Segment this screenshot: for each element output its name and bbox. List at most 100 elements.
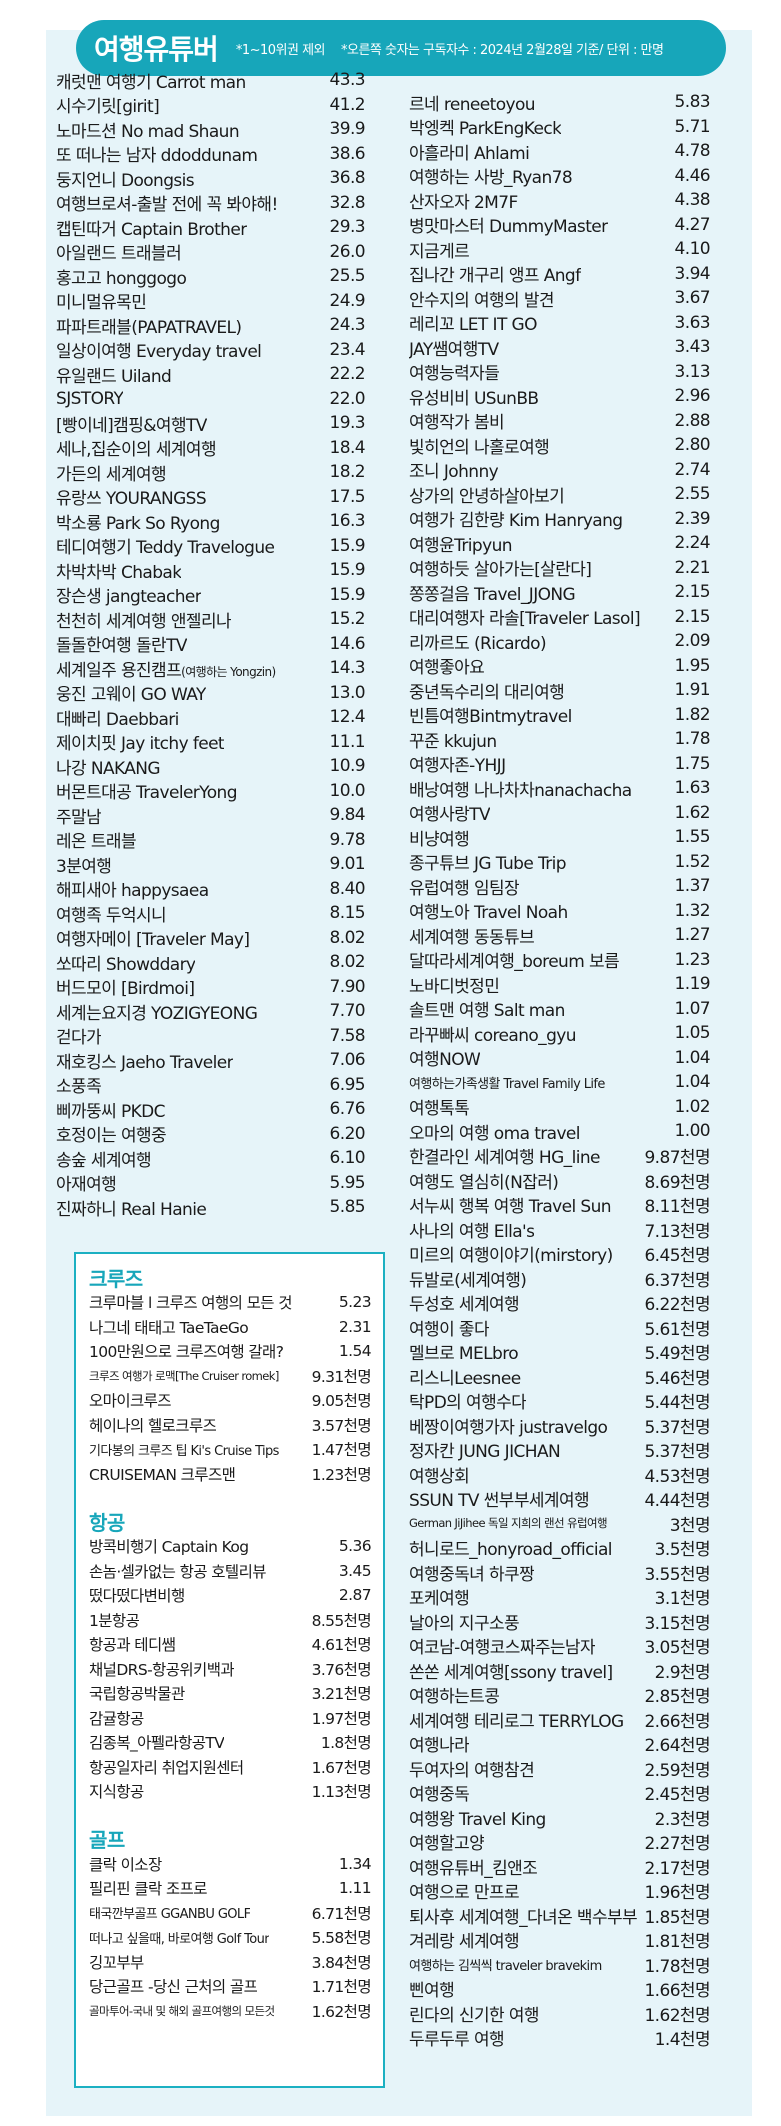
subscriber-count: 32.8 xyxy=(329,192,366,213)
subscriber-count: 2.55 xyxy=(674,484,711,505)
channel-name: 당근골프 -당신 근처의 골프 xyxy=(89,1975,257,1997)
channel-name-text: 쫑쫑걸음 Travel_JJONG xyxy=(409,584,576,605)
channel-name: 여행노아 Travel Noah xyxy=(409,898,568,923)
subscriber-count: 2.80 xyxy=(674,435,711,456)
list-item: 여행노아 Travel Noah 1.32 xyxy=(409,898,711,924)
channel-name: 리스니Leesnee xyxy=(409,1364,521,1389)
channel-name: 대빠리 Daebbari xyxy=(56,705,179,730)
channel-name-text: SSUN TV 썬부부세계여행 xyxy=(409,1491,590,1512)
channel-name-text: 여행하는 사방_Ryan78 xyxy=(409,168,573,189)
subscriber-count: 1.75 xyxy=(674,753,711,774)
channel-name-text: 안수지의 여행의 발견 xyxy=(409,290,554,311)
list-item: 한결라인 세계여행 HG_line 9.87천명 xyxy=(409,1143,711,1168)
channel-name-text: 허니로드_honyroad_official xyxy=(409,1540,612,1561)
channel-name: SJSTORY xyxy=(56,389,123,409)
list-item: 여행자메이 [Traveler May] 8.02 xyxy=(56,925,366,951)
channel-name-text: 필리핀 클락 조프로 xyxy=(89,1880,207,1899)
channel-name: 삔여행 xyxy=(409,1976,454,2001)
channel-name-text: 쏜쏜 세계여행[ssony travel] xyxy=(409,1662,613,1683)
subscriber-count: 1.95 xyxy=(674,655,711,676)
channel-name-text: 홍고고 honggogo xyxy=(56,268,187,289)
subscriber-count: 1.52 xyxy=(674,851,711,872)
channel-name-text: 종구튜브 JG Tube Trip xyxy=(409,854,566,875)
subscriber-count: 3.45 xyxy=(338,1561,372,1580)
subscriber-count: 5.44천명 xyxy=(644,1393,710,1414)
channel-name-text: 소풍족 xyxy=(56,1077,102,1098)
list-item: 걷다가 7.58 xyxy=(56,1024,366,1049)
channel-name-text: German JiJihee 독일 지희의 랜선 유럽여행 xyxy=(409,1516,607,1531)
list-item: 지금게르 4.10 xyxy=(409,237,711,262)
channel-name-text: 천천히 세계여행 앤젤리나 xyxy=(56,611,232,632)
channel-name-text: 국립항공박물관 xyxy=(89,1685,185,1704)
subscriber-count: 3.15천명 xyxy=(644,1613,710,1634)
subscriber-count: 1.02 xyxy=(674,1096,711,1117)
list-item: SSUN TV 썬부부세계여행 4.44천명 xyxy=(409,1486,711,1511)
channel-name: 세계여행 동동튜브 xyxy=(409,923,534,948)
channel-name: 꾸준 kkujun xyxy=(409,727,497,752)
subscriber-count: 3.76천명 xyxy=(311,1660,372,1679)
channel-name: 유성비비 USunBB xyxy=(409,384,538,409)
channel-name-text: 레온 트래블 xyxy=(56,832,137,853)
list-item: 여행작가 봄비 2.88 xyxy=(409,408,711,434)
channel-name: 한결라인 세계여행 HG_line xyxy=(409,1143,600,1168)
list-item: 리스니Leesnee 5.46천명 xyxy=(409,1364,711,1389)
channel-name-text: 유럽여행 임팀장 xyxy=(409,878,520,899)
list-item: 당근골프 -당신 근처의 골프 1.71천명 xyxy=(89,1974,372,1999)
channel-name-text: 퇴사후 세계여행_다녀온 백수부부 xyxy=(409,1907,638,1928)
channel-name: 헤이나의 헬로크루즈 xyxy=(89,1414,216,1436)
list-item: 유럽여행 임팀장 1.37 xyxy=(409,874,711,899)
channel-name-text: 유랑쓰 YOURANGSS xyxy=(56,489,207,510)
channel-name: 여행자메이 [Traveler May] xyxy=(56,925,249,950)
subscriber-count: 7.90 xyxy=(329,976,366,997)
subscriber-count: 1.04 xyxy=(674,1072,711,1093)
subscriber-count: 5.37천명 xyxy=(644,1442,710,1463)
channel-name-text: 3분여행 xyxy=(56,856,112,877)
subscriber-count: 25.5 xyxy=(329,266,366,287)
subscriber-count: 5.37천명 xyxy=(644,1417,710,1438)
channel-name-text: 크루마블 l 크루즈 여행의 모든 것 xyxy=(89,1294,292,1313)
channel-name: 버몬트대공 TravelerYong xyxy=(56,778,237,803)
subscriber-count: 4.10 xyxy=(674,239,711,260)
channel-name-text: 겨레랑 세계여행 xyxy=(409,1932,520,1953)
list-item: 파파트래블(PAPATRAVEL) 24.3 xyxy=(56,313,366,338)
channel-name: 천천히 세계여행 앤젤리나 xyxy=(56,607,231,632)
channel-name: 여행작가 봄비 xyxy=(409,408,504,433)
subscriber-count: 1.27 xyxy=(674,925,711,946)
list-item: 주말남 9.84 xyxy=(56,803,366,828)
list-item: 여행나라 2.64천명 xyxy=(409,1732,711,1756)
channel-name-text: 여행자메이 [Traveler May] xyxy=(56,930,250,951)
channel-name: 지금게르 xyxy=(409,237,469,262)
right-column-list: 르네 reneetoyou 5.83 박엥켁 ParkEngKeck 5.71 아흘라미… xyxy=(409,90,711,2050)
channel-name-text: 기다봉의 크루즈 팁 Ki's Cruise Tips xyxy=(89,1443,279,1459)
channel-name: 집나간 개구리 앵프 Angf xyxy=(409,261,581,286)
channel-name-text: SJSTORY xyxy=(56,388,124,409)
list-item: 아재여행 5.95 xyxy=(56,1171,366,1196)
channel-name-text: 100만원으로 크루즈여행 갈래? xyxy=(89,1343,284,1362)
channel-name-text: 유일랜드 Uiland xyxy=(56,366,172,387)
subscriber-count: 4.78 xyxy=(674,141,711,162)
subscriber-count: 36.8 xyxy=(329,168,366,189)
list-item: 쏘따리 Showddary 8.02 xyxy=(56,950,366,975)
list-item: 여행하는가족생활 Travel Family Life 1.04 xyxy=(409,1070,711,1095)
channel-name: 버드모이 [Birdmoi] xyxy=(56,974,194,999)
channel-name: SSUN TV 썬부부세계여행 xyxy=(409,1486,589,1511)
channel-name: 떴다떴다변비행 xyxy=(89,1584,185,1606)
subscriber-count: 2.15 xyxy=(674,582,711,603)
list-item: 박엥켁 ParkEngKeck 5.71 xyxy=(409,115,711,140)
list-item: 오마이크루즈 9.05천명 xyxy=(89,1388,372,1413)
list-item: 베짱이여행가자 justravelgo 5.37천명 xyxy=(409,1413,711,1438)
channel-name: 나강 NAKANG xyxy=(56,754,160,779)
channel-name-text: 리까르도 (Ricardo) xyxy=(409,633,547,654)
list-item: 상가의 안녕하살아보기 2.55 xyxy=(409,482,711,507)
channel-name-text: 세계는요지경 YOZIGYEONG xyxy=(56,1003,258,1024)
channel-name-text: 집나간 개구리 앵프 Angf xyxy=(409,266,581,287)
subscriber-count: 2.45천명 xyxy=(644,1785,710,1806)
subscriber-count: 8.11천명 xyxy=(644,1197,710,1218)
subscriber-count: 1.05 xyxy=(674,1023,711,1044)
subscriber-count: 1.8천명 xyxy=(320,1734,372,1753)
channel-name-text: 사나의 여행 Ella's xyxy=(409,1221,535,1242)
list-item: 클락 이소장 1.34 xyxy=(89,1852,372,1877)
subscriber-count: 2.3천명 xyxy=(654,1809,711,1830)
channel-name-text: 여행이 좋다 xyxy=(409,1319,490,1340)
list-item: 나강 NAKANG 10.9 xyxy=(56,754,366,779)
